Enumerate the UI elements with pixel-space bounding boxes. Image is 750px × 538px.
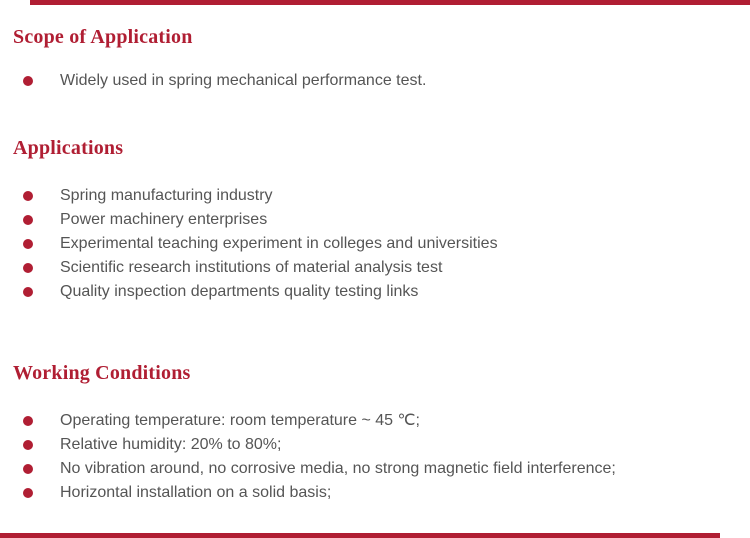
list-item-text: Horizontal installation on a solid basis… <box>60 484 332 501</box>
section-heading: Scope of Application <box>13 26 193 48</box>
list-item: Horizontal installation on a solid basis… <box>0 481 750 505</box>
list-item-text: Spring manufacturing industry <box>60 187 273 204</box>
list-item-text: Quality inspection departments quality t… <box>60 283 419 300</box>
section-working-conditions: Working Conditions Operating temperature… <box>0 362 750 505</box>
list-item: Scientific research institutions of mate… <box>0 256 750 280</box>
section-heading: Working Conditions <box>13 362 191 384</box>
bullet-icon <box>23 416 33 426</box>
bullet-icon <box>23 287 33 297</box>
list-item-text: Relative humidity: 20% to 80%; <box>60 436 282 453</box>
list-item: Widely used in spring mechanical perform… <box>0 69 750 93</box>
bullet-list: Operating temperature: room temperature … <box>0 409 750 505</box>
section-scope-of-application: Scope of Application Widely used in spri… <box>0 26 750 93</box>
list-item: Experimental teaching experiment in coll… <box>0 232 750 256</box>
list-item: Quality inspection departments quality t… <box>0 280 750 304</box>
list-item: No vibration around, no corrosive media,… <box>0 457 750 481</box>
bullet-list: Widely used in spring mechanical perform… <box>0 69 750 93</box>
bottom-accent-bar <box>0 533 720 538</box>
section-applications: Applications Spring manufacturing indust… <box>0 137 750 304</box>
bullet-icon <box>23 488 33 498</box>
bullet-icon <box>23 215 33 225</box>
bullet-icon <box>23 464 33 474</box>
list-item-text: No vibration around, no corrosive media,… <box>60 460 616 477</box>
list-item: Power machinery enterprises <box>0 208 750 232</box>
list-item-text: Operating temperature: room temperature … <box>60 412 420 429</box>
list-item-text: Power machinery enterprises <box>60 211 268 228</box>
bullet-icon <box>23 76 33 86</box>
list-item: Relative humidity: 20% to 80%; <box>0 433 750 457</box>
list-item-text: Scientific research institutions of mate… <box>60 259 443 276</box>
bullet-icon <box>23 440 33 450</box>
list-item: Spring manufacturing industry <box>0 184 750 208</box>
bullet-list: Spring manufacturing industry Power mach… <box>0 184 750 304</box>
section-heading: Applications <box>13 137 124 159</box>
list-item-text: Widely used in spring mechanical perform… <box>60 72 427 89</box>
bullet-icon <box>23 263 33 273</box>
bullet-icon <box>23 191 33 201</box>
top-accent-bar <box>30 0 750 5</box>
list-item: Operating temperature: room temperature … <box>0 409 750 433</box>
list-item-text: Experimental teaching experiment in coll… <box>60 235 498 252</box>
bullet-icon <box>23 239 33 249</box>
